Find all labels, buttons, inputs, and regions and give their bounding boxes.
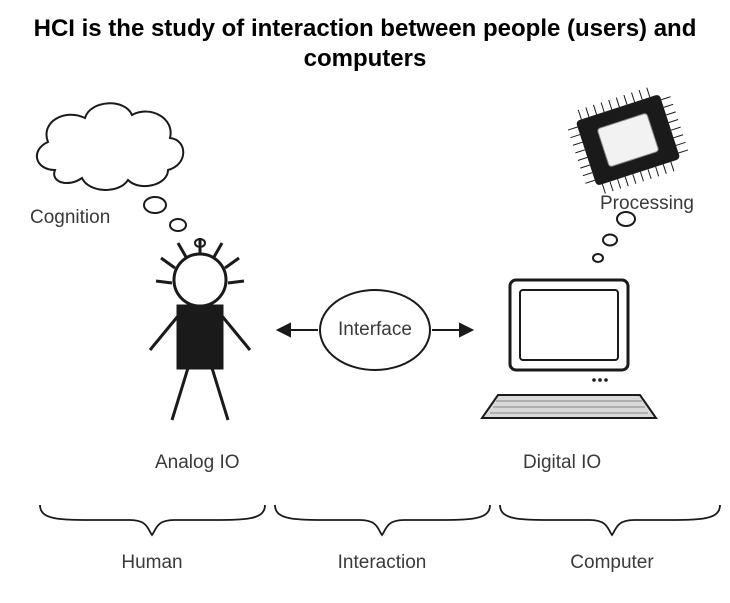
analog-io-label: Analog IO — [155, 452, 240, 474]
chip-icon — [563, 81, 693, 198]
arrow-left-icon — [278, 324, 318, 336]
brace-interaction-icon — [275, 505, 490, 535]
digital-io-label: Digital IO — [523, 452, 601, 474]
bracket-interaction-label: Interaction — [282, 552, 482, 574]
bracket-human-label: Human — [52, 552, 252, 574]
stick-figure-icon — [150, 238, 250, 420]
arrow-right-icon — [432, 324, 472, 336]
bracket-computer-label: Computer — [512, 552, 712, 574]
hci-diagram — [0, 0, 730, 603]
brace-human-icon — [40, 505, 265, 535]
laptop-thought-bubbles-icon — [593, 212, 635, 262]
processing-label: Processing — [600, 193, 694, 215]
brace-computer-icon — [500, 505, 720, 535]
laptop-icon — [482, 280, 656, 418]
cognition-label: Cognition — [30, 207, 110, 229]
interface-label: Interface — [338, 319, 412, 341]
